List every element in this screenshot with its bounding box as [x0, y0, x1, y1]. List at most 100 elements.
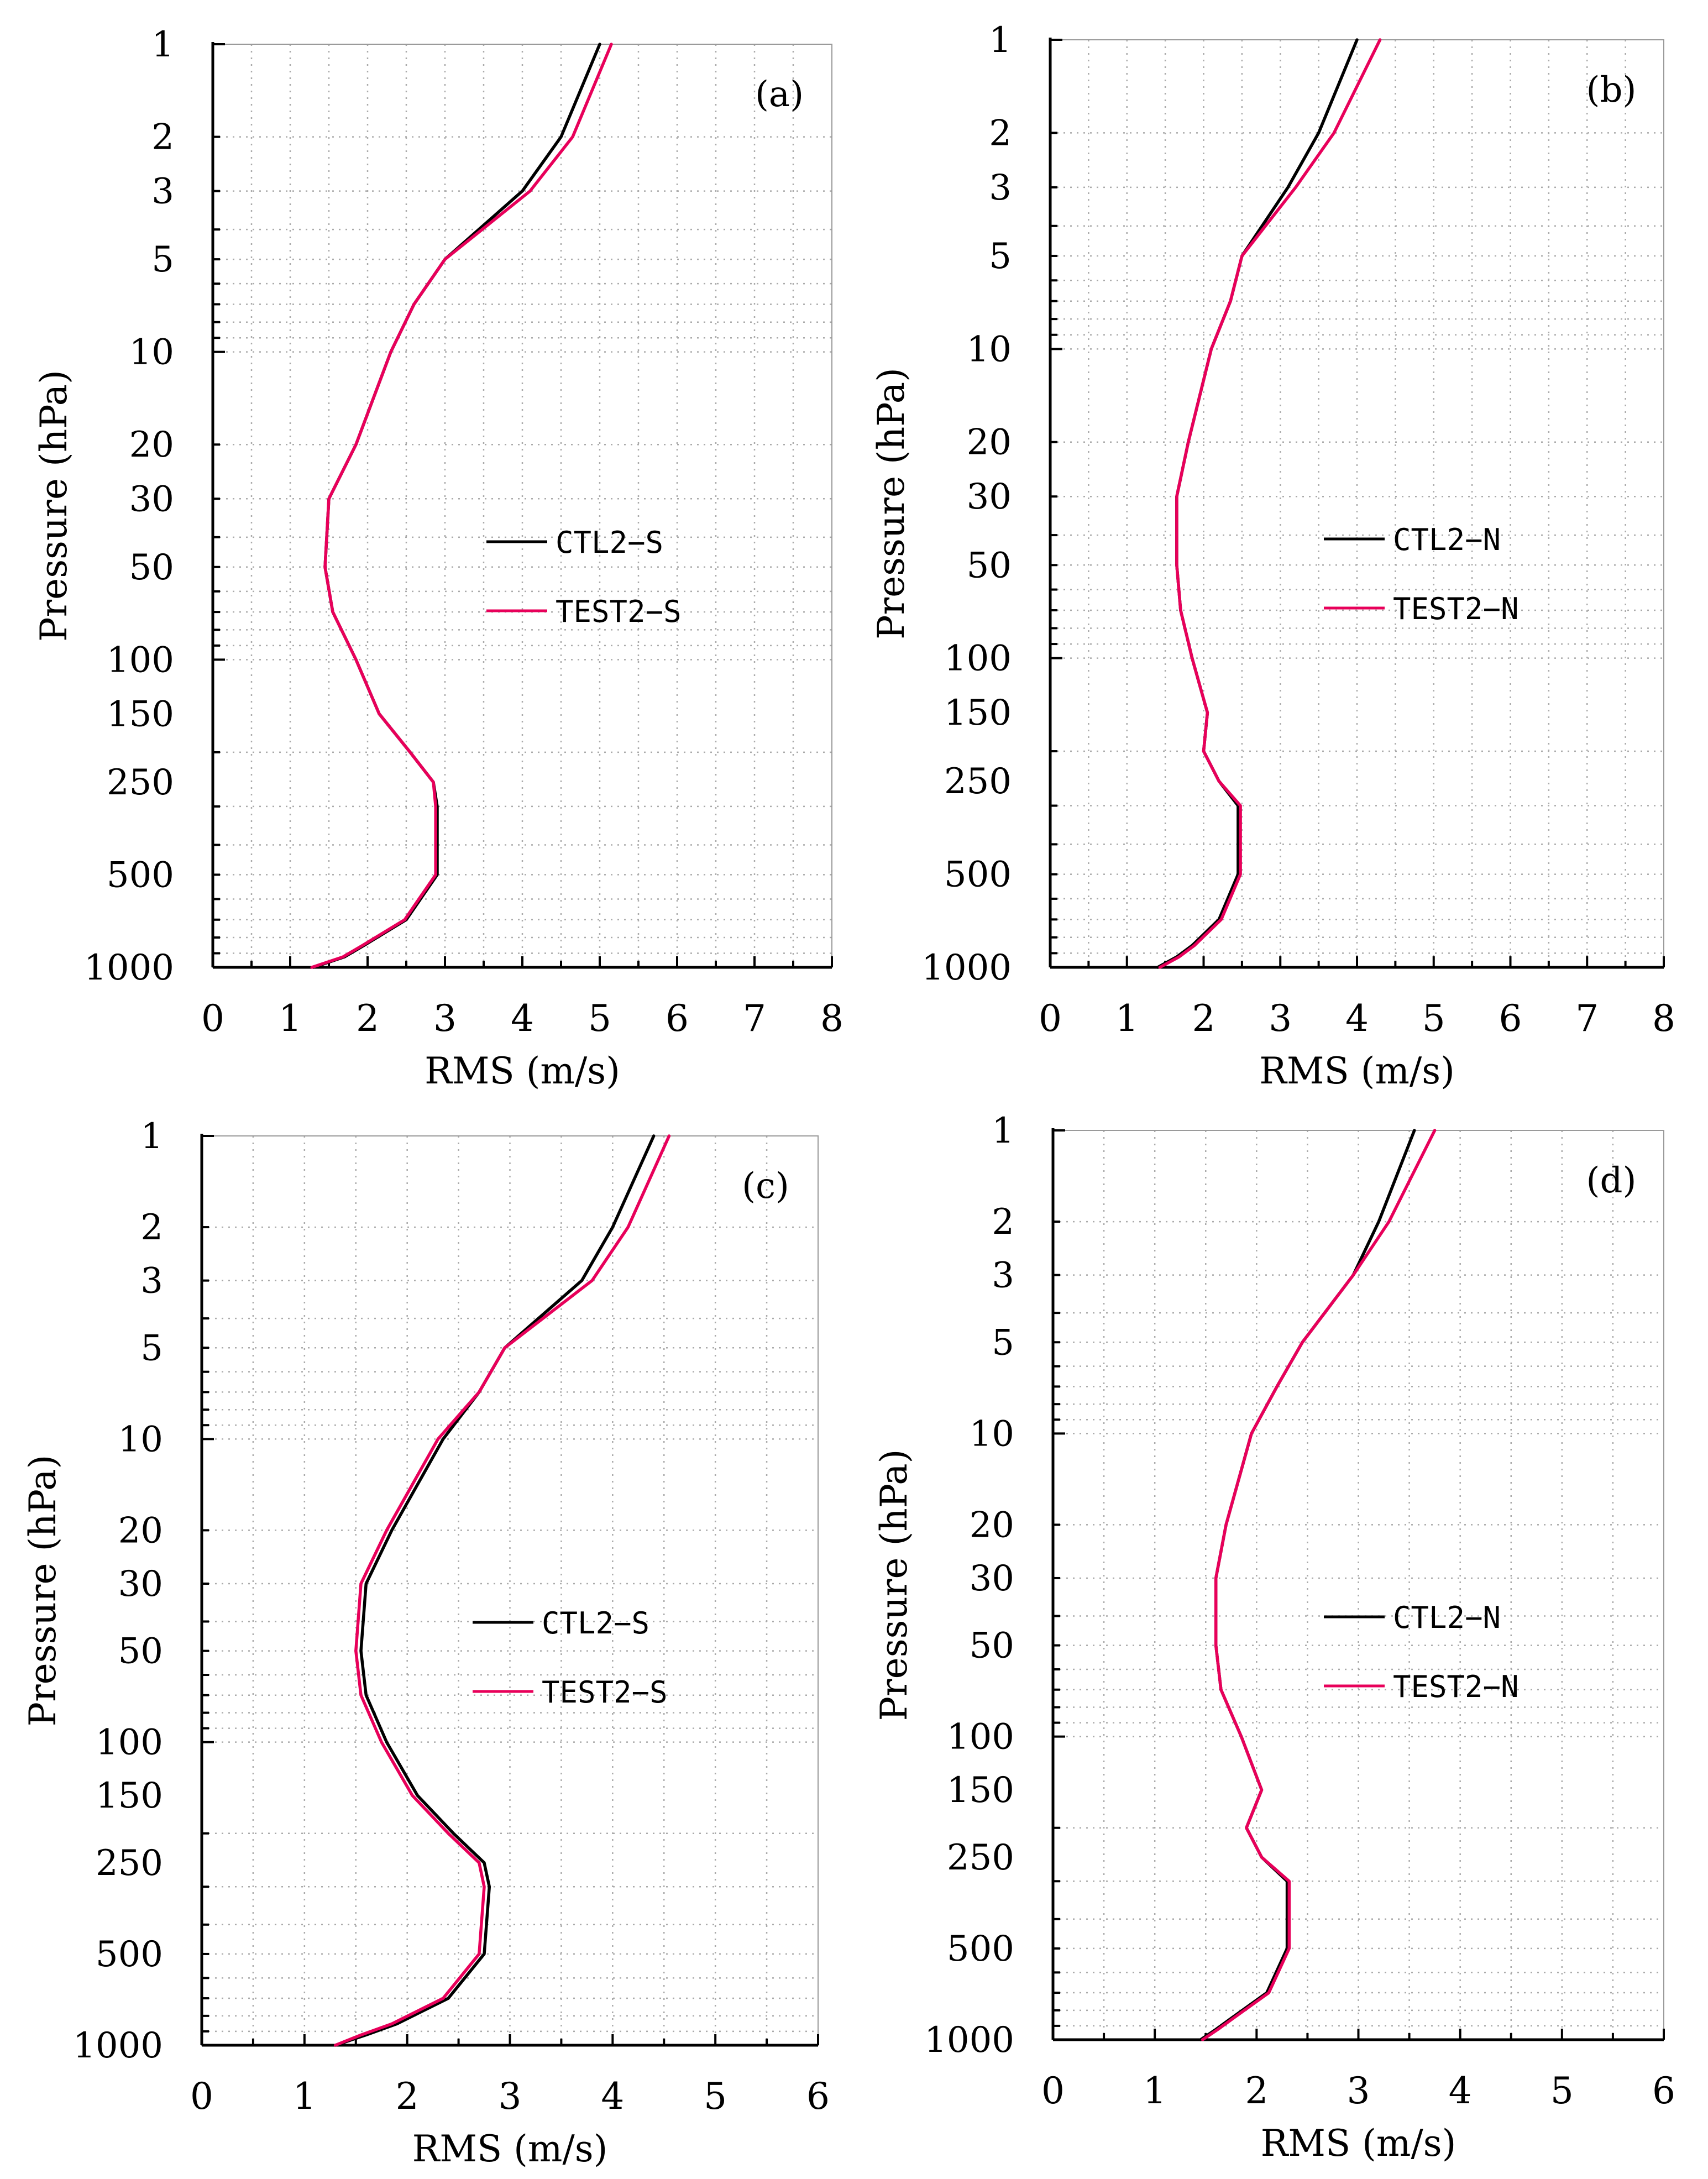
y-tick-label: 10	[967, 329, 1012, 370]
x-tick-label: 6	[806, 2075, 830, 2118]
y-tick-label: 20	[129, 425, 174, 465]
x-tick-label: 4	[1345, 997, 1369, 1040]
x-tick-label: 2	[1192, 997, 1215, 1040]
series-line-test	[1201, 1129, 1437, 2041]
x-tick-label: 1	[1115, 997, 1139, 1040]
y-tick-label: 2	[151, 117, 174, 158]
y-axis-title: Pressure (hPa)	[873, 1449, 915, 1721]
y-tick-label: 500	[96, 1934, 163, 1975]
y-tick-label: 100	[107, 640, 174, 680]
legend-entry: CTL2−N	[1393, 1600, 1501, 1635]
y-tick-label: 50	[967, 545, 1012, 586]
y-tick-label: 150	[96, 1775, 163, 1816]
panel-d: 1 2 3 5 10 20 30 50 100 150 250 500 1000 0 1 2 3 4 5 6 RMS (…	[873, 1111, 1675, 2165]
x-tick-label: 0	[1039, 997, 1062, 1040]
x-tick-label: 4	[1449, 2070, 1472, 2112]
x-tick-label: 0	[1041, 2070, 1065, 2112]
panel-label: (c)	[742, 1166, 789, 1207]
y-tick-label: 2	[989, 113, 1012, 154]
y-axis-title: Pressure (hPa)	[33, 370, 75, 642]
panel-label: (b)	[1586, 70, 1637, 111]
y-tick-label: 30	[970, 1558, 1014, 1599]
y-axis-title: Pressure (hPa)	[870, 368, 913, 640]
y-tick-label: 30	[129, 479, 174, 520]
x-tick-label: 7	[1575, 997, 1599, 1040]
y-tick-label: 3	[992, 1255, 1014, 1296]
y-tick-label: 250	[107, 762, 174, 803]
x-tick-label: 5	[588, 997, 611, 1040]
y-tick-label: 20	[970, 1505, 1014, 1546]
y-tick-label: 30	[967, 476, 1012, 517]
series-line-ctl	[1199, 1129, 1416, 2041]
series-line-ctl	[1156, 38, 1359, 969]
y-tick-label: 5	[989, 236, 1012, 277]
y-tick-label: 5	[151, 239, 174, 280]
y-tick-label: 2	[992, 1202, 1014, 1243]
x-tick-label: 3	[499, 2075, 522, 2118]
y-tick-label: 500	[947, 1929, 1014, 1970]
y-tick-label: 20	[967, 422, 1012, 463]
y-tick-label: 10	[970, 1413, 1014, 1454]
y-tick-label: 10	[129, 332, 174, 373]
plot-frame	[201, 1135, 819, 2046]
x-tick-label: 5	[1422, 997, 1445, 1040]
legend-entry: TEST2−N	[1393, 1669, 1519, 1704]
panel-label: (d)	[1586, 1160, 1637, 1201]
x-tick-label: 1	[279, 997, 302, 1040]
y-tick-label: 3	[151, 171, 174, 212]
y-tick-label: 250	[96, 1843, 163, 1884]
panel-label: (a)	[755, 74, 804, 115]
y-tick-label: 250	[944, 761, 1012, 802]
plot-frame	[212, 44, 832, 968]
x-tick-label: 0	[201, 997, 224, 1040]
y-tick-label: 250	[947, 1837, 1014, 1878]
y-tick-label: 500	[944, 855, 1012, 895]
y-tick-label: 1000	[84, 947, 174, 988]
y-tick-label: 1000	[921, 947, 1012, 988]
y-tick-label: 150	[944, 693, 1012, 734]
panel-a: 1 2 3 5 10 20 30 50 100 150 250 500 1000 0 1 2 3 4 5 6 7 8 RMS…	[33, 24, 843, 1092]
x-axis-title: RMS (m/s)	[412, 2128, 608, 2170]
y-tick-label: 150	[107, 694, 174, 735]
y-tick-label: 1	[989, 20, 1012, 61]
x-tick-label: 3	[433, 997, 457, 1040]
y-tick-label: 100	[944, 638, 1012, 679]
panel-c: 1 2 3 5 10 20 30 50 100 150 250 500 1000 0 1 2 3 4 5 6 RMS (…	[22, 1116, 830, 2170]
y-tick-label: 5	[992, 1322, 1014, 1363]
series-line-ctl	[333, 1134, 656, 2047]
y-tick-label: 2	[140, 1207, 163, 1248]
y-tick-label: 50	[118, 1631, 163, 1672]
x-tick-label: 1	[1143, 2070, 1166, 2112]
x-tick-label: 2	[1245, 2070, 1268, 2112]
x-axis-title: RMS (m/s)	[1259, 1050, 1455, 1092]
y-tick-label: 1	[992, 1111, 1014, 1151]
x-tick-label: 8	[1652, 997, 1675, 1040]
y-tick-label: 10	[118, 1419, 163, 1460]
y-tick-label: 1	[140, 1116, 163, 1157]
x-tick-label: 6	[666, 997, 689, 1040]
legend-entry: CTL2−S	[542, 1606, 649, 1641]
x-tick-label: 4	[601, 2075, 624, 2118]
x-axis-title: RMS (m/s)	[1261, 2122, 1456, 2165]
y-tick-label: 1	[151, 24, 174, 65]
series-line-test	[333, 1134, 671, 2047]
plot-frame	[1050, 39, 1664, 968]
y-tick-label: 30	[118, 1564, 163, 1605]
y-tick-label: 20	[118, 1510, 163, 1551]
y-tick-label: 50	[129, 547, 174, 588]
x-tick-label: 1	[293, 2075, 316, 2118]
x-tick-label: 5	[1550, 2070, 1574, 2112]
legend-entry: TEST2−S	[556, 594, 682, 629]
y-tick-label: 50	[970, 1626, 1014, 1667]
panel-b: 1 2 3 5 10 20 30 50 100 150 250 500 1000 0 1 2 3 4 5 6 7 8 RMS…	[870, 20, 1675, 1092]
y-tick-label: 1000	[924, 2020, 1014, 2061]
series-line-test	[1158, 38, 1382, 969]
y-tick-label: 500	[107, 855, 174, 895]
x-tick-label: 6	[1652, 2070, 1675, 2112]
x-tick-label: 5	[704, 2075, 727, 2118]
x-tick-label: 4	[511, 997, 534, 1040]
x-tick-label: 7	[743, 997, 766, 1040]
legend-entry: TEST2−S	[542, 1675, 668, 1710]
y-tick-label: 5	[140, 1328, 163, 1369]
